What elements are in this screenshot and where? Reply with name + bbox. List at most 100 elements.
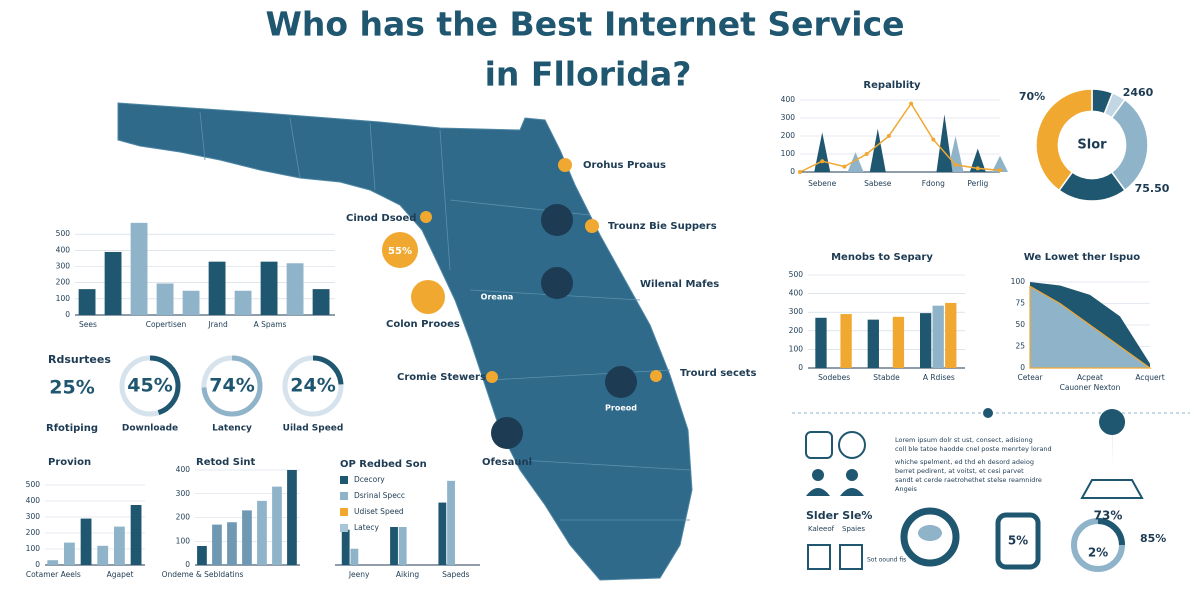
divider-dot [983, 408, 993, 418]
bar [272, 486, 282, 565]
y-tick-label: 300 [781, 113, 796, 122]
bar [341, 529, 350, 565]
line-point [886, 134, 891, 138]
bar [840, 314, 852, 368]
chart-title: Provion [48, 457, 91, 468]
ring-arc [282, 355, 344, 417]
chart-title: Menobs to Separy [831, 252, 933, 263]
bar [234, 290, 252, 315]
y-tick-label: 200 [56, 278, 71, 287]
y-tick-label: 0 [798, 363, 803, 372]
ring-label: Downloade [122, 424, 178, 434]
map-label: Oreana [481, 293, 514, 302]
y-tick-label: 0 [65, 310, 70, 319]
area [1029, 285, 1152, 369]
bar [227, 522, 237, 565]
map-label: Ofesaunl [482, 457, 532, 468]
map-label: Orohus Proaus [583, 160, 666, 171]
spike [936, 114, 953, 172]
bar [438, 502, 447, 565]
florida-map [117, 102, 693, 581]
bar [47, 560, 59, 565]
spike [847, 152, 864, 172]
y-tick-label: 400 [26, 496, 41, 505]
map-label: Trourd secets [680, 368, 756, 379]
map-markers [382, 158, 662, 449]
bar [447, 480, 455, 565]
x-tick-label: Sabese [864, 179, 892, 188]
legend-swatch [340, 508, 348, 516]
bar [156, 283, 174, 315]
map-label: Proeod [605, 404, 637, 413]
y-tick-label: 500 [26, 480, 41, 489]
ring-label: 5% [1008, 534, 1028, 548]
line-point [842, 164, 847, 169]
line-point [998, 168, 1002, 173]
paragraph: sandt et cerde raetrohethet stelse reamn… [895, 476, 1042, 484]
y-tick-label: 400 [56, 245, 71, 254]
bar [398, 527, 407, 565]
donut-annotation: 2460 [1123, 86, 1154, 99]
y-tick-label: 100 [789, 344, 804, 353]
bar [130, 222, 148, 315]
legend-swatch [340, 476, 348, 484]
x-tick-label: Aiking [396, 570, 419, 579]
bar [114, 526, 125, 565]
chart-title: Repalblity [863, 80, 921, 91]
bar [197, 546, 207, 565]
y-tick-label: 400 [781, 95, 796, 104]
x-tick-label: Stabde [873, 373, 900, 382]
title-line2: in Fllorida? [485, 55, 692, 94]
paragraph: Angeis [895, 485, 917, 493]
spike [947, 136, 964, 172]
ring-label: Latency [212, 424, 252, 434]
bar [945, 302, 957, 368]
y-tick-label: 300 [176, 489, 191, 498]
map-label: 55% [388, 246, 412, 257]
line [799, 102, 1001, 173]
legend-swatch [340, 492, 348, 500]
y-tick-label: 500 [56, 229, 71, 238]
stat-heading: Rdsurtees [48, 353, 111, 366]
icons [805, 409, 1144, 572]
spike [992, 155, 1008, 172]
legend-label: Dcecory [354, 475, 385, 484]
ring-value: 74% [209, 375, 254, 397]
x-tick-label: Perlig [967, 179, 988, 188]
bar [130, 505, 142, 565]
legend-label: Dsrinal Specc [354, 491, 405, 500]
x-tick-label: Jrand [207, 320, 228, 329]
donut-annotation: 70% [1019, 90, 1045, 103]
bar [287, 470, 297, 565]
x-tick-label: Sodebes [818, 373, 850, 382]
paragraph: coll ble tatoe haodde cnel poste menrtey… [895, 445, 1052, 453]
y-tick-label: 75 [1015, 299, 1025, 308]
x-tick-label: Sees [79, 320, 97, 329]
bar [64, 542, 75, 565]
x-tick-label: Ondeme & Sebldatins [162, 570, 244, 579]
donut-center: Slor [1077, 138, 1107, 153]
x-tick-label: Cetear [1017, 373, 1043, 382]
bar [350, 548, 359, 565]
x-tick-label: Cotamer Aeels [26, 570, 81, 579]
y-tick-label: 25 [1015, 342, 1025, 351]
y-tick-label: 100 [26, 544, 41, 553]
legend-label: Latecy [354, 523, 379, 532]
x-tick-label: Sebene [808, 179, 837, 188]
y-tick-label: 300 [56, 262, 71, 271]
y-tick-label: 100 [56, 294, 71, 303]
slider-label: Kaleeof [808, 525, 835, 533]
spike [869, 128, 886, 172]
line-point [864, 152, 869, 156]
paragraph: Lorem ipsum dolr st ust, consect, adisio… [895, 436, 1033, 444]
y-tick-label: 0 [185, 560, 190, 569]
ring-value: 45% [127, 375, 172, 397]
donut-annotation: 75.50 [1135, 182, 1170, 195]
slider-label: Sot oound fis [867, 557, 906, 564]
bar [78, 289, 96, 315]
bar [104, 251, 122, 315]
x-tick-label: Acquert [1135, 373, 1164, 382]
title: Who has the Best Internet Service [265, 5, 904, 44]
bar [892, 316, 905, 368]
ring-arc [119, 355, 181, 417]
